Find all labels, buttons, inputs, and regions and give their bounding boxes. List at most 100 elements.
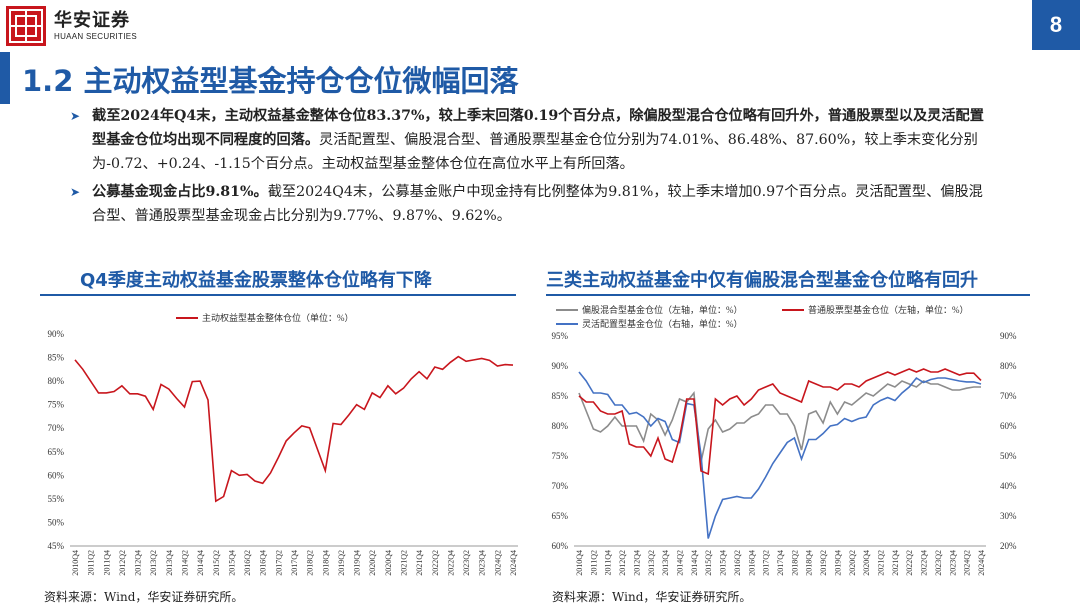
- x-tick-label: 2016Q2: [243, 550, 252, 576]
- y-tick-label: 50%: [48, 517, 65, 527]
- y-tick-label: 45%: [48, 541, 65, 551]
- x-tick-label: 2011Q4: [604, 550, 613, 575]
- x-tick-label: 2017Q4: [290, 550, 299, 576]
- x-tick-label: 2012Q4: [134, 550, 143, 576]
- y-tick-label: 85%: [48, 353, 65, 363]
- y-left-tick-label: 60%: [552, 541, 569, 551]
- x-tick-label: 2019Q2: [337, 550, 346, 576]
- x-tick-label: 2012Q2: [118, 550, 127, 576]
- x-tick-label: 2010Q4: [71, 550, 80, 576]
- chart-right-divider: [546, 294, 1030, 296]
- series-line-2: [578, 371, 982, 539]
- x-tick-label: 2013Q2: [149, 550, 158, 576]
- chart-right-title: 三类主动权益基金中仅有偏股混合型基金仓位略有回升: [546, 270, 978, 291]
- x-tick-label: 2015Q4: [227, 550, 236, 576]
- bullet-list: ➤ 截至2024年Q4末，主动权益基金整体仓位83.37%，较上季末回落0.19…: [70, 104, 990, 232]
- bullet-text: 截至2024Q4末，公募基金账户中现金持有比例整体为9.81%，较上季末增加0.…: [92, 184, 983, 224]
- x-tick-label: 2011Q2: [87, 550, 96, 575]
- x-tick-label: 2018Q4: [321, 550, 330, 576]
- y-left-tick-label: 90%: [552, 361, 569, 371]
- x-tick-label: 2016Q2: [733, 550, 742, 576]
- bullet-item: ➤ 截至2024年Q4末，主动权益基金整体仓位83.37%，较上季末回落0.19…: [70, 104, 990, 176]
- x-tick-label: 2022Q4: [920, 550, 929, 576]
- x-tick-label: 2023Q4: [948, 550, 957, 576]
- y-right-tick-label: 30%: [1000, 511, 1017, 521]
- y-tick-label: 90%: [48, 329, 65, 339]
- x-tick-label: 2024Q4: [977, 550, 986, 576]
- x-tick-label: 2016Q4: [259, 550, 268, 576]
- y-tick-label: 55%: [48, 494, 65, 504]
- x-tick-label: 2012Q2: [618, 550, 627, 576]
- bullet-bold-text: 截至2024年Q4末，主动权益基金整体仓位83.37%，较上季末回落0.19个百…: [92, 108, 984, 148]
- page-number: 8: [1032, 0, 1080, 50]
- x-tick-label: 2019Q4: [353, 550, 362, 576]
- x-tick-label: 2017Q2: [274, 550, 283, 576]
- y-tick-label: 75%: [48, 400, 65, 410]
- series-line-overall: [74, 355, 514, 503]
- y-left-tick-label: 70%: [552, 481, 569, 491]
- title-accent-bar: [0, 52, 10, 104]
- x-tick-label: 2013Q2: [647, 550, 656, 576]
- x-tick-label: 2013Q4: [165, 550, 174, 576]
- x-tick-label: 2011Q2: [589, 550, 598, 575]
- logo-seal-icon: [9, 9, 43, 43]
- x-tick-label: 2012Q4: [632, 550, 641, 576]
- brand-name-en: HUAAN SECURITIES: [54, 32, 138, 41]
- y-tick-label: 60%: [48, 470, 65, 480]
- x-tick-label: 2020Q4: [384, 550, 393, 576]
- x-tick-label: 2015Q2: [704, 550, 713, 576]
- source-left: 资料来源：Wind，华安证券研究所。: [44, 590, 244, 604]
- chart-right: 60% 65% 70% 75% 80% 85% 90% 95% 20% 30% 40% 50% 60% 7…: [552, 304, 1018, 576]
- x-tick-label: 2013Q4: [661, 550, 670, 576]
- x-tick-label: 2020Q2: [368, 550, 377, 576]
- y-right-tick-label: 60%: [1000, 421, 1017, 431]
- y-left-tick-label: 75%: [552, 451, 569, 461]
- x-tick-label: 2015Q4: [719, 550, 728, 576]
- y-tick-label: 70%: [48, 423, 65, 433]
- legend-label: 灵活配置型基金仓位（右轴，单位：%）: [582, 318, 743, 329]
- x-tick-label: 2021Q4: [415, 550, 424, 576]
- y-right-tick-label: 50%: [1000, 451, 1017, 461]
- x-tick-label: 2023Q2: [934, 550, 943, 576]
- x-tick-label: 2014Q4: [196, 550, 205, 576]
- y-left-tick-label: 65%: [552, 511, 569, 521]
- x-tick-label: 2014Q2: [181, 550, 190, 576]
- y-tick-label: 65%: [48, 447, 65, 457]
- x-tick-label: 2021Q2: [877, 550, 886, 576]
- chart-left: 45% 50% 55% 60% 65% 70% 75% 80% 85% 90% 2010Q4 2011…: [48, 312, 518, 576]
- x-tick-label: 2022Q2: [905, 550, 914, 576]
- bullet-bold-text: 公募基金现金占比9.81%。: [92, 184, 268, 200]
- bullet-text: 灵活配置型、偏股混合型、普通股票型基金仓位分别为74.01%、86.48%、87…: [92, 132, 978, 172]
- x-tick-label: 2022Q4: [446, 550, 455, 576]
- page-title: 1.2 主动权益型基金持仓仓位微幅回落: [22, 64, 519, 98]
- y-left-tick-label: 85%: [552, 391, 569, 401]
- chart-left-divider: [40, 294, 516, 296]
- series-line-1: [578, 368, 982, 476]
- legend-label: 主动权益型基金整体仓位（单位：%）: [202, 312, 354, 323]
- brand-name-cn: 华安证券: [54, 10, 130, 31]
- y-left-tick-label: 95%: [552, 331, 569, 341]
- x-tick-label: 2020Q2: [848, 550, 857, 576]
- x-tick-label: 2018Q2: [306, 550, 315, 576]
- x-tick-label: 2023Q2: [462, 550, 471, 576]
- x-tick-label: 2021Q4: [891, 550, 900, 576]
- y-right-tick-label: 80%: [1000, 361, 1017, 371]
- x-tick-label: 2022Q2: [431, 550, 440, 576]
- series-line-0: [578, 380, 981, 463]
- y-right-tick-label: 70%: [1000, 391, 1017, 401]
- x-tick-label: 2015Q2: [212, 550, 221, 576]
- arrow-bullet-icon: ➤: [70, 109, 81, 123]
- x-tick-label: 2017Q4: [776, 550, 785, 576]
- x-tick-label: 2024Q2: [963, 550, 972, 576]
- legend-label: 偏股混合型基金仓位（左轴，单位：%）: [582, 304, 743, 315]
- x-tick-label: 2014Q4: [690, 550, 699, 576]
- x-tick-label: 2018Q4: [805, 550, 814, 576]
- x-tick-label: 2016Q4: [747, 550, 756, 576]
- x-tick-label: 2019Q2: [819, 550, 828, 576]
- chart-left-title: Q4季度主动权益基金股票整体仓位略有下降: [80, 270, 432, 291]
- x-tick-label: 2011Q4: [102, 550, 111, 575]
- x-tick-label: 2024Q4: [509, 550, 518, 576]
- legend-label: 普通股票型基金仓位（左轴，单位：%）: [808, 304, 969, 315]
- y-right-tick-label: 20%: [1000, 541, 1017, 551]
- x-tick-label: 2019Q4: [833, 550, 842, 576]
